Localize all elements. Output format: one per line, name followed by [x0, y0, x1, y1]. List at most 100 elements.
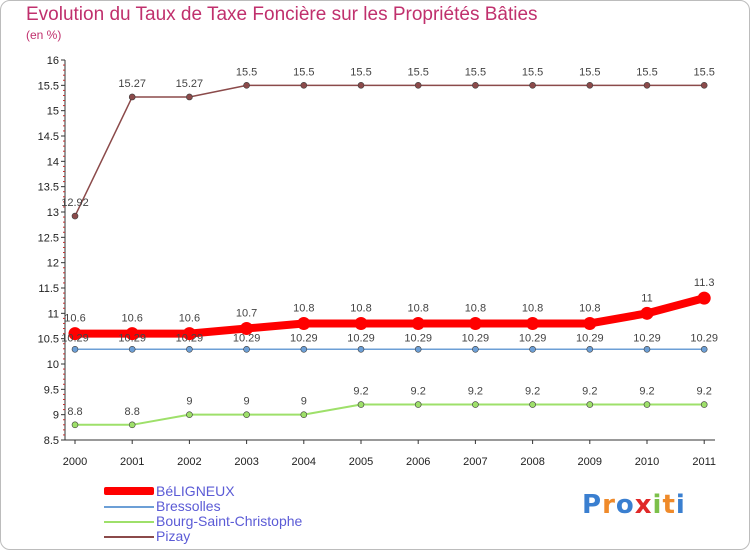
data-point-pizay [586, 82, 594, 89]
y-tick-label: 12.5 [38, 232, 59, 244]
data-label-beligneux: 10.8 [579, 302, 600, 314]
data-label-bourg-saint-christophe: 9.2 [582, 386, 597, 398]
legend-label-bressolles: Bressolles [156, 498, 221, 514]
data-point-pizay [71, 212, 79, 220]
data-point-pizay [472, 82, 479, 89]
data-point-pizay [643, 82, 651, 89]
data-point-bourg-saint-christophe [586, 401, 594, 408]
data-point-beligneux [182, 327, 196, 341]
y-tick-label: 10 [47, 359, 59, 371]
series-line-beligneux [75, 294, 706, 338]
data-label-bourg-saint-christophe: 9 [301, 396, 307, 408]
x-tick-label: 2005 [349, 456, 373, 468]
x-tick-label: 2000 [63, 456, 87, 468]
x-tick-label: 2006 [406, 456, 430, 468]
y-tick-label: 11 [48, 308, 59, 320]
data-label-bressolles: 10.29 [176, 332, 204, 344]
data-label-beligneux: 10.6 [64, 313, 85, 325]
data-label-beligneux: 11.3 [694, 277, 715, 289]
y-tick-label: 9.5 [44, 384, 59, 396]
x-tick-label: 2008 [520, 456, 544, 468]
data-label-bourg-saint-christophe: 9.2 [353, 386, 368, 398]
data-label-beligneux: 10.8 [407, 302, 428, 314]
data-point-pizay [128, 93, 136, 101]
data-point-bressolles [414, 346, 422, 353]
data-point-pizay [414, 82, 422, 89]
data-label-bressolles: 10.29 [118, 332, 146, 344]
data-point-bourg-saint-christophe [186, 411, 193, 418]
data-label-bourg-saint-christophe: 8.8 [67, 406, 82, 418]
data-point-bressolles [186, 346, 193, 353]
data-label-bourg-saint-christophe: 9.2 [639, 386, 654, 398]
data-label-pizay: 15.5 [350, 66, 371, 78]
data-point-bressolles [643, 346, 651, 353]
legend-label-pizay: Pizay [156, 528, 191, 544]
legend-swatch-beligneux [104, 487, 154, 495]
legend-swatch-pizay [104, 536, 154, 538]
legend-label-bourg-saint-christophe: Bourg-Saint-Christophe [156, 513, 303, 529]
data-label-pizay: 15.5 [236, 66, 257, 78]
y-tick-label: 14.5 [38, 131, 59, 143]
data-label-bressolles: 10.29 [290, 332, 318, 344]
proxiti-logo: Proxiti [582, 490, 686, 520]
x-tick-label: 2001 [120, 456, 144, 468]
data-point-beligneux [68, 327, 82, 341]
data-label-pizay: 12.92 [61, 197, 89, 209]
data-label-bressolles: 10.29 [690, 332, 718, 344]
data-label-pizay: 15.27 [118, 78, 146, 90]
data-label-pizay: 15.27 [176, 78, 204, 90]
data-point-bressolles [243, 346, 250, 353]
legend-swatch-bressolles [104, 506, 154, 508]
data-label-beligneux: 10.6 [179, 313, 200, 325]
data-point-beligneux [640, 306, 654, 320]
data-label-bressolles: 10.29 [61, 332, 89, 344]
data-point-bressolles [586, 346, 594, 353]
x-tick-label: 2003 [234, 456, 258, 468]
y-tick-label: 14 [47, 156, 59, 168]
x-tick-label: 2010 [635, 456, 659, 468]
data-point-bressolles [472, 346, 479, 353]
data-label-bressolles: 10.29 [462, 332, 490, 344]
x-tick-label: 2011 [692, 456, 716, 468]
data-label-pizay: 15.5 [693, 66, 714, 78]
data-label-bressolles: 10.29 [347, 332, 375, 344]
data-point-pizay [300, 82, 308, 89]
data-label-bourg-saint-christophe: 8.8 [125, 406, 140, 418]
data-point-pizay [186, 93, 193, 101]
data-label-beligneux: 10.8 [350, 302, 371, 314]
x-tick-label: 2002 [177, 456, 201, 468]
data-label-pizay: 15.5 [293, 66, 314, 78]
data-point-beligneux [526, 316, 540, 330]
x-tick-label: 2007 [463, 456, 487, 468]
data-label-bourg-saint-christophe: 9 [244, 396, 250, 408]
y-tick-label: 13 [47, 207, 59, 219]
data-label-pizay: 15.5 [636, 66, 657, 78]
legend-label-beligneux: BéLIGNEUX [156, 483, 235, 499]
data-point-bourg-saint-christophe [414, 401, 422, 408]
data-point-pizay [700, 82, 708, 89]
data-label-bressolles: 10.29 [576, 332, 604, 344]
data-label-bressolles: 10.29 [404, 332, 432, 344]
data-point-bourg-saint-christophe [643, 401, 651, 408]
y-tick-label: 11.5 [38, 283, 59, 295]
data-point-pizay [243, 82, 250, 89]
y-tick-label: 13.5 [38, 182, 59, 194]
data-label-bourg-saint-christophe: 9.2 [411, 386, 426, 398]
data-point-beligneux [354, 316, 368, 330]
data-label-pizay: 15.5 [407, 66, 428, 78]
y-tick-label: 16 [47, 55, 59, 67]
data-label-pizay: 15.5 [522, 66, 543, 78]
data-label-pizay: 15.5 [579, 66, 600, 78]
data-label-pizay: 15.5 [465, 66, 486, 78]
data-label-beligneux: 10.8 [293, 302, 314, 314]
x-tick-label: 2009 [578, 456, 602, 468]
chart-title: Evolution du Taux de Taxe Foncière sur l… [26, 4, 538, 25]
data-point-beligneux [697, 291, 711, 305]
data-point-bourg-saint-christophe [472, 401, 479, 408]
data-point-bourg-saint-christophe [243, 411, 250, 418]
data-point-bressolles [128, 346, 136, 353]
data-point-beligneux [411, 316, 425, 330]
y-tick-label: 9 [53, 410, 59, 422]
data-label-bressolles: 10.29 [519, 332, 547, 344]
